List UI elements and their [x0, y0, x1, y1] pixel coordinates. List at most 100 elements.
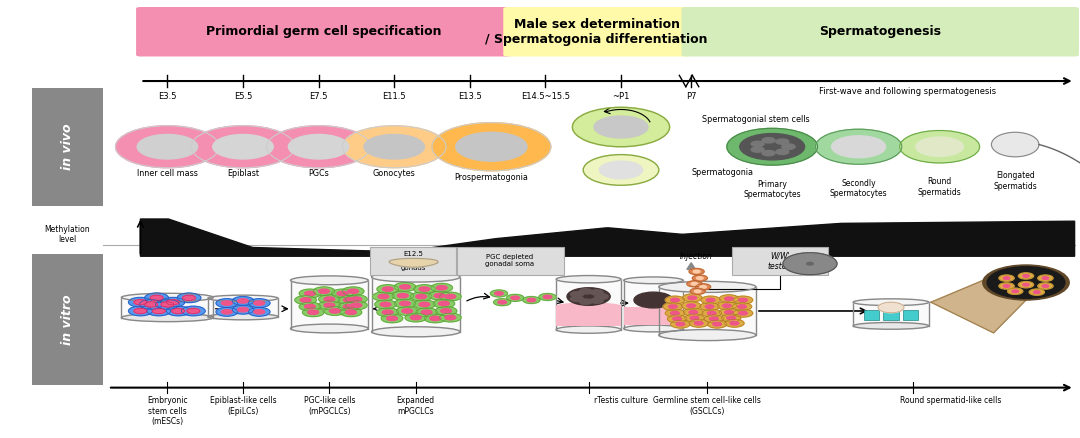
Circle shape — [700, 303, 719, 311]
Bar — [903, 310, 918, 320]
Circle shape — [181, 306, 205, 316]
Circle shape — [539, 293, 556, 300]
Circle shape — [685, 314, 704, 322]
Circle shape — [570, 292, 583, 297]
Circle shape — [324, 303, 335, 307]
Ellipse shape — [991, 132, 1039, 157]
Circle shape — [676, 322, 685, 326]
Bar — [624, 280, 684, 328]
Circle shape — [299, 302, 321, 311]
Circle shape — [490, 290, 508, 297]
Ellipse shape — [207, 295, 279, 301]
Circle shape — [1042, 285, 1049, 287]
Circle shape — [690, 288, 705, 294]
Text: First-wave and following spermatogenesis: First-wave and following spermatogenesis — [819, 88, 996, 96]
Circle shape — [717, 302, 737, 310]
Ellipse shape — [121, 293, 214, 301]
FancyBboxPatch shape — [370, 247, 456, 275]
Circle shape — [1029, 289, 1044, 295]
Circle shape — [302, 308, 324, 317]
Circle shape — [382, 287, 393, 291]
Circle shape — [511, 296, 519, 300]
Ellipse shape — [207, 314, 279, 320]
Circle shape — [900, 131, 980, 163]
Text: Embryonic
stem cells
(mESCs): Embryonic stem cells (mESCs) — [147, 396, 188, 426]
Circle shape — [733, 296, 753, 304]
Circle shape — [429, 291, 450, 300]
Circle shape — [590, 290, 603, 295]
Circle shape — [694, 321, 703, 325]
FancyBboxPatch shape — [732, 247, 828, 275]
Circle shape — [299, 289, 321, 298]
Bar — [864, 310, 879, 320]
Circle shape — [807, 262, 813, 265]
Circle shape — [405, 313, 427, 322]
Circle shape — [305, 304, 315, 309]
Text: in vitro: in vitro — [60, 294, 75, 345]
Circle shape — [694, 290, 701, 293]
Bar — [883, 310, 899, 320]
Circle shape — [494, 299, 511, 306]
Circle shape — [166, 306, 190, 316]
Circle shape — [671, 320, 690, 328]
Circle shape — [701, 296, 720, 304]
Circle shape — [1003, 285, 1010, 287]
Circle shape — [495, 292, 503, 295]
Circle shape — [145, 293, 168, 303]
Circle shape — [782, 144, 795, 149]
Circle shape — [690, 316, 699, 320]
Text: PGCs: PGCs — [308, 169, 329, 177]
Circle shape — [740, 134, 805, 160]
Circle shape — [987, 267, 1065, 298]
Ellipse shape — [659, 281, 756, 293]
Circle shape — [373, 292, 394, 301]
Circle shape — [232, 297, 254, 305]
Text: P7: P7 — [686, 92, 697, 101]
Circle shape — [689, 311, 698, 314]
Circle shape — [152, 308, 165, 314]
Text: Secondly
Spermatocytes: Secondly Spermatocytes — [829, 179, 888, 198]
Circle shape — [134, 300, 147, 305]
Bar — [291, 280, 368, 328]
Circle shape — [663, 303, 683, 311]
Circle shape — [221, 301, 232, 305]
Circle shape — [295, 296, 316, 304]
Circle shape — [346, 301, 367, 310]
Circle shape — [713, 322, 721, 326]
Circle shape — [410, 315, 421, 320]
Circle shape — [456, 132, 527, 161]
Circle shape — [523, 297, 540, 304]
Circle shape — [342, 287, 364, 296]
Circle shape — [579, 299, 592, 304]
Circle shape — [723, 304, 731, 307]
Circle shape — [440, 313, 461, 322]
Circle shape — [213, 134, 273, 159]
Ellipse shape — [372, 327, 460, 337]
Circle shape — [739, 311, 747, 315]
Circle shape — [702, 309, 721, 317]
Circle shape — [387, 316, 397, 321]
Circle shape — [527, 298, 536, 302]
Circle shape — [402, 309, 413, 313]
Text: E13.5: E13.5 — [458, 92, 482, 101]
Circle shape — [414, 300, 435, 309]
Circle shape — [691, 283, 698, 285]
Circle shape — [432, 123, 551, 171]
Circle shape — [380, 302, 391, 307]
Circle shape — [319, 295, 340, 304]
Bar — [121, 297, 214, 318]
Circle shape — [187, 308, 200, 314]
Circle shape — [332, 289, 353, 298]
Circle shape — [421, 310, 432, 314]
Circle shape — [134, 308, 147, 314]
Circle shape — [394, 283, 416, 291]
Circle shape — [438, 301, 449, 306]
Circle shape — [1042, 277, 1049, 279]
FancyBboxPatch shape — [457, 247, 564, 275]
Circle shape — [815, 129, 902, 164]
Circle shape — [431, 283, 453, 292]
Circle shape — [634, 292, 673, 308]
Text: ~P1: ~P1 — [612, 92, 630, 101]
Circle shape — [137, 134, 198, 159]
Circle shape — [319, 289, 329, 293]
